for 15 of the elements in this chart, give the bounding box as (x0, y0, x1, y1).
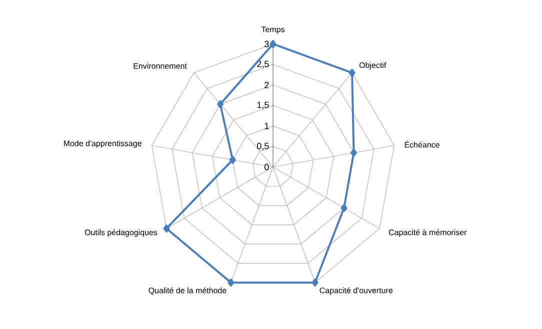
y-tick-label: 1 (264, 122, 269, 130)
spoke-label: Qualité de la méthode (148, 287, 226, 295)
y-tick-label: 3 (264, 40, 269, 48)
spoke-label: Temps (261, 26, 285, 34)
y-tick-label: 1,5 (257, 102, 269, 110)
spoke-label: Capacité à mémoriser (388, 229, 467, 237)
y-tick-label: 2 (264, 82, 269, 88)
y-tick-label: 0 (264, 164, 269, 170)
spoke-label: Environnement (134, 62, 187, 69)
spoke-label: Outils pédagogiques (84, 229, 158, 237)
spoke-label: Objectif (359, 62, 386, 70)
y-tick-label: 0,5 (257, 142, 269, 150)
spoke-label: Échéance (404, 140, 440, 148)
spoke-label: Capacité d'ouverture (320, 287, 393, 295)
spoke-label: Mode d'apprentissage (64, 140, 142, 148)
